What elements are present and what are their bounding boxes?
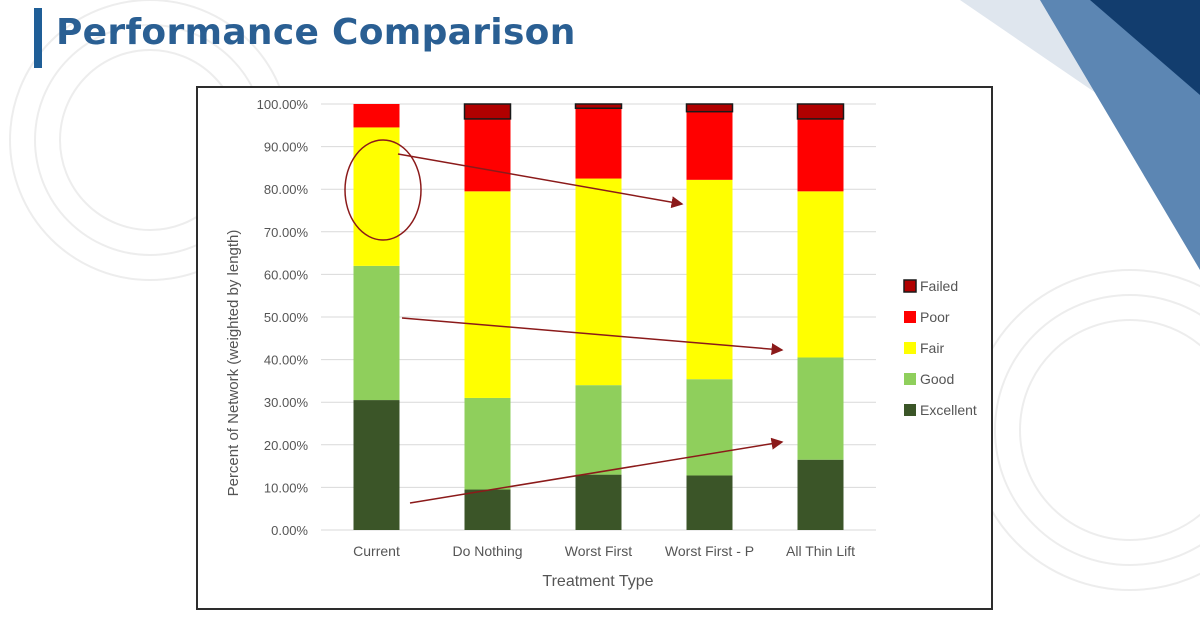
bar-segment-excellent <box>797 459 844 530</box>
x-tick-label: Do Nothing <box>452 543 522 559</box>
bar-segment-poor <box>353 104 400 128</box>
annotation-arrow <box>409 437 784 504</box>
legend-swatch <box>903 279 917 293</box>
y-axis-ticks: 0.00% 10.00% 20.00% 30.00% 40.00% 50.00% 60.00… <box>257 97 309 538</box>
stacked-bar-chart: 0.00% 10.00% 20.00% 30.00% 40.00% 50.00% 60.00… <box>225 97 977 590</box>
bar-segment-failed <box>685 103 734 113</box>
legend-label: Poor <box>920 309 950 325</box>
y-tick-label: 10.00% <box>264 480 309 495</box>
x-axis-ticks: Current Do Nothing Worst First Worst First … <box>353 543 855 559</box>
y-axis-label: Percent of Network (weighted by length) <box>225 230 242 497</box>
x-tick-label: Worst First <box>565 543 633 559</box>
legend-swatch <box>904 373 916 385</box>
bar-segment-fair <box>797 191 844 358</box>
bar-segment-poor <box>464 118 511 192</box>
bar-segment-poor <box>575 108 622 179</box>
bar-segment-good <box>464 397 511 490</box>
slide-title: Performance Comparison <box>56 12 576 53</box>
y-tick-label: 60.00% <box>264 267 309 282</box>
highlight-ellipse <box>344 139 422 241</box>
legend-label: Failed <box>920 278 958 294</box>
chart-frame: 0.00% 10.00% 20.00% 30.00% 40.00% 50.00% 60.00… <box>196 86 993 610</box>
x-tick-label: Worst First - P <box>665 543 754 559</box>
legend: Failed Poor Fair Good Excellent <box>903 278 977 418</box>
y-tick-label: 30.00% <box>264 395 309 410</box>
bar-segment-fair <box>464 191 511 398</box>
bar-segment-failed <box>796 103 845 120</box>
x-axis-label: Treatment Type <box>542 573 653 590</box>
bar-segment-poor <box>797 118 844 192</box>
y-tick-label: 20.00% <box>264 438 309 453</box>
corner-accent-mid <box>1040 0 1200 270</box>
legend-swatch <box>904 342 916 354</box>
legend-swatch <box>904 311 916 323</box>
bar-segment-good <box>353 265 400 401</box>
corner-accent-dark <box>1090 0 1200 95</box>
bar-segment-fair <box>575 178 622 386</box>
legend-label: Fair <box>920 340 944 356</box>
bar-segment-poor <box>686 111 733 180</box>
y-tick-label: 70.00% <box>264 225 309 240</box>
bar-segment-good <box>575 385 622 475</box>
bar-segment-excellent <box>464 489 511 530</box>
y-tick-label: 50.00% <box>264 310 309 325</box>
annotation-arrow <box>397 153 684 209</box>
bar-segment-good <box>797 357 844 460</box>
bar-segment-fair <box>686 179 733 380</box>
bar-segment-excellent <box>353 400 400 530</box>
bar-segment-fair <box>353 127 400 266</box>
title-accent-bar <box>34 8 42 68</box>
bar-segment-excellent <box>686 475 733 530</box>
x-tick-label: Current <box>353 543 400 559</box>
y-tick-label: 100.00% <box>257 97 309 112</box>
y-tick-label: 90.00% <box>264 140 309 155</box>
x-tick-label: All Thin Lift <box>786 543 855 559</box>
annotation-arrow <box>401 317 784 356</box>
bar-segment-failed <box>574 103 623 110</box>
y-tick-label: 0.00% <box>271 523 308 538</box>
legend-swatch <box>904 404 916 416</box>
y-tick-label: 80.00% <box>264 182 309 197</box>
bar-segment-excellent <box>575 474 622 530</box>
annotation-arrows <box>344 139 784 504</box>
bar-group <box>353 103 845 530</box>
bar-segment-good <box>686 379 733 476</box>
y-tick-label: 40.00% <box>264 353 309 368</box>
bar-segment-failed <box>463 103 512 120</box>
legend-label: Good <box>920 371 954 387</box>
legend-label: Excellent <box>920 402 977 418</box>
